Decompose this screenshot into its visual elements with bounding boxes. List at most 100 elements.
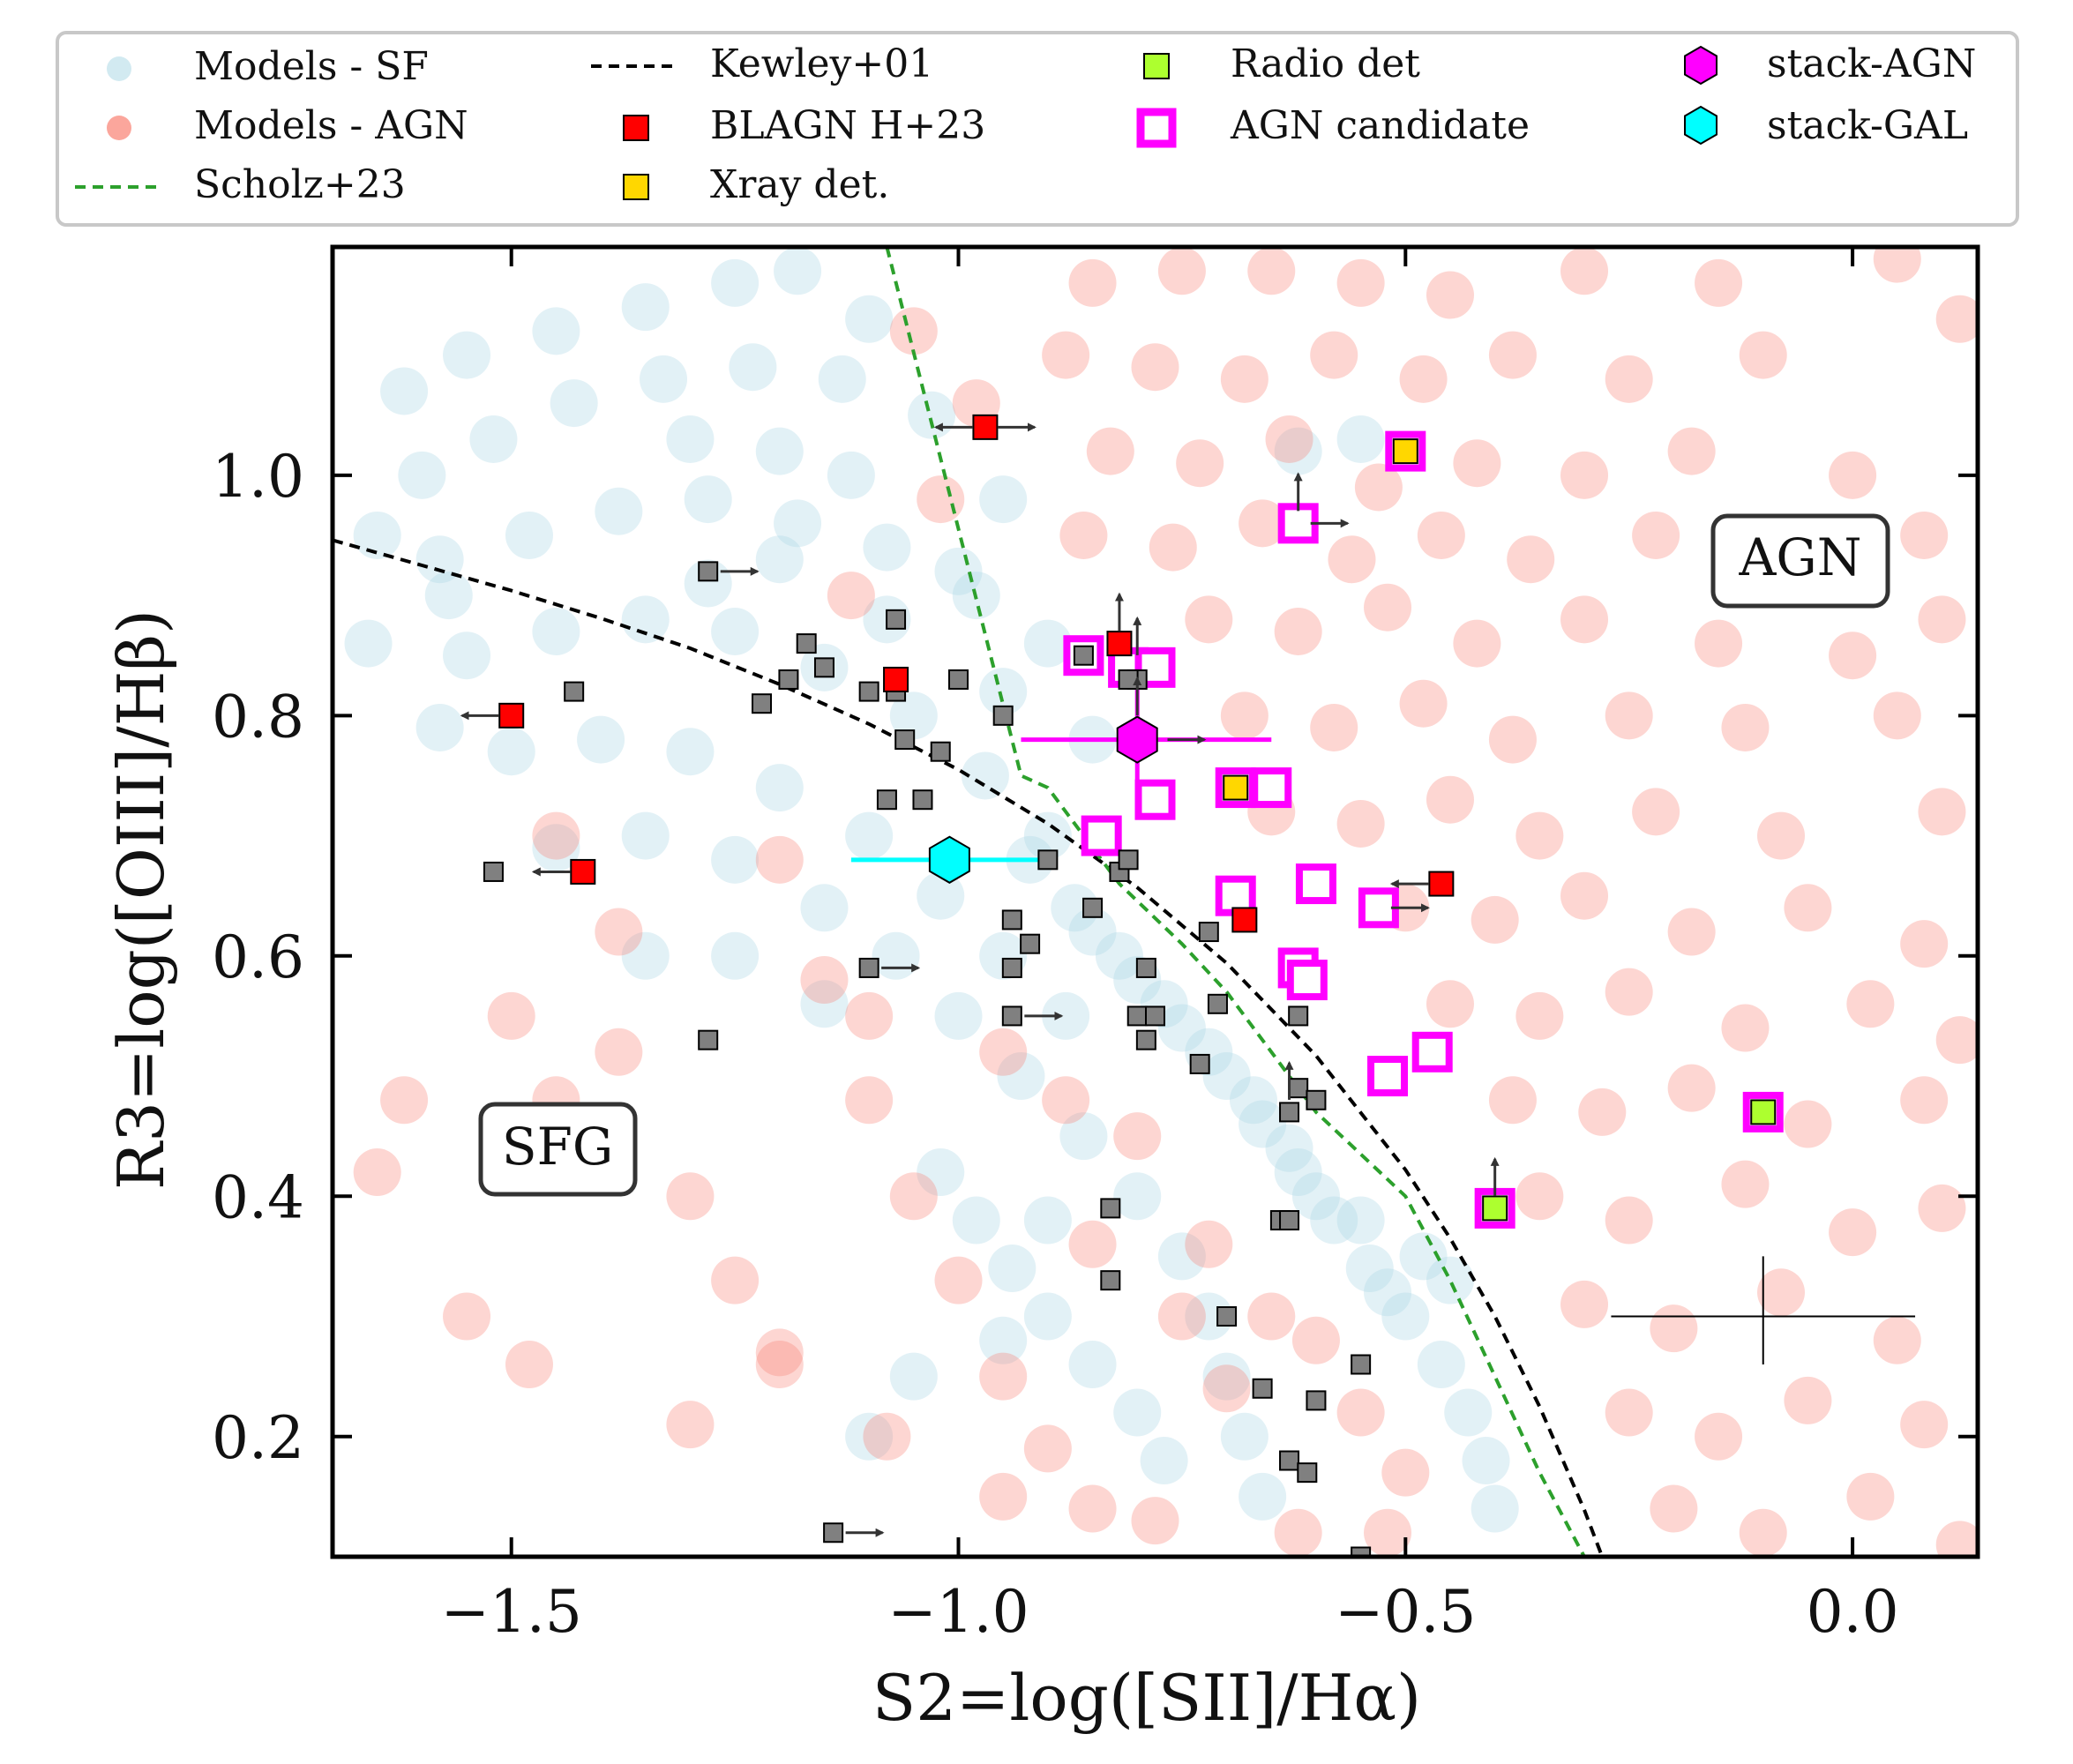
sf-model-point xyxy=(550,379,598,428)
sf-model-point xyxy=(917,1148,965,1197)
agn-model-point xyxy=(979,1352,1028,1401)
sf-model-point xyxy=(1023,619,1072,668)
agn-model-point xyxy=(1873,1316,1921,1364)
agn-model-point xyxy=(1488,715,1537,764)
agn-candidate-marker xyxy=(1277,503,1319,544)
agn-model-point xyxy=(1560,247,1609,295)
agn-model-point xyxy=(1739,331,1787,379)
agn-model-point xyxy=(1336,799,1385,848)
agn-model-point xyxy=(1515,811,1564,860)
legend-marker-models-agn xyxy=(107,116,131,140)
gray-sample-point xyxy=(1001,957,1022,978)
agn-model-point xyxy=(1632,511,1680,559)
region-labels: SFG AGN xyxy=(478,513,1890,1197)
agn-model-point xyxy=(353,1148,401,1197)
gray-sample-point xyxy=(483,861,504,882)
sf-model-point xyxy=(711,931,760,980)
agn-model-point xyxy=(845,991,894,1040)
sf-model-layer xyxy=(344,247,1519,1533)
agn-model-point xyxy=(1695,258,1743,307)
sf-model-point xyxy=(684,559,732,608)
sf-model-point xyxy=(1068,1341,1117,1389)
sf-model-point xyxy=(1444,1388,1493,1437)
sf-model-point xyxy=(774,247,822,295)
legend-marker-agn-candidate xyxy=(1136,108,1177,148)
sf-model-point xyxy=(398,451,446,499)
agn-model-point xyxy=(1721,1004,1770,1052)
agn-model-point xyxy=(1900,1076,1949,1125)
agn-model-point xyxy=(1784,1100,1832,1148)
sf-model-point xyxy=(755,535,804,584)
agn-model-point xyxy=(1354,463,1403,512)
sf-model-point xyxy=(621,931,670,980)
agn-model-point xyxy=(1757,811,1806,860)
agn-candidate-marker xyxy=(1286,960,1328,1001)
sf-model-point xyxy=(755,764,804,812)
agn-model-point xyxy=(1157,1292,1206,1341)
agn-model-point xyxy=(1560,871,1609,920)
sf-model-point xyxy=(845,1412,894,1461)
sf-model-point xyxy=(979,1316,1028,1364)
gray-sample-point xyxy=(1118,669,1139,690)
sf-model-point xyxy=(979,668,1028,716)
sf-model-point xyxy=(908,391,956,439)
agn-model-point xyxy=(1059,511,1108,559)
gray-sample-point xyxy=(796,633,817,654)
legend-label-kewley: Kewley+01 xyxy=(710,41,933,86)
sf-model-point xyxy=(1274,1148,1322,1197)
agn-model-point xyxy=(1650,1304,1698,1353)
radio-point xyxy=(1750,1099,1777,1125)
gray-sample-point xyxy=(894,729,916,751)
gray-sample-point xyxy=(1135,957,1156,978)
agn-model-point xyxy=(1488,1076,1537,1125)
sf-model-point xyxy=(621,283,670,332)
agn-model-point xyxy=(1560,1280,1609,1328)
gray-sample-point xyxy=(1351,1546,1372,1557)
agn-model-point xyxy=(1131,343,1179,392)
y-tick-label: 0.6 xyxy=(212,923,304,991)
blagn-point xyxy=(1231,907,1258,933)
sf-model-point xyxy=(952,1196,1000,1245)
demarcation-lines xyxy=(333,247,1605,1557)
agn-model-point xyxy=(1399,679,1448,728)
agn-model-point xyxy=(1336,258,1385,307)
agn-model-point xyxy=(711,1256,760,1304)
agn-candidate-marker xyxy=(1081,815,1122,856)
sf-model-point xyxy=(1399,1232,1448,1281)
sf-model-point xyxy=(1202,1352,1251,1401)
agn-model-point xyxy=(1185,595,1233,644)
gray-sample-point xyxy=(1288,1078,1309,1099)
scholz-line xyxy=(885,247,1586,1557)
agn-model-point xyxy=(1667,908,1716,956)
gray-sample-point xyxy=(1100,1270,1121,1291)
sf-model-point xyxy=(1417,1341,1465,1389)
sf-model-point xyxy=(1345,1245,1394,1293)
agn-model-point xyxy=(1042,331,1090,379)
gray-sample-point xyxy=(1279,1450,1300,1471)
agn-model-point xyxy=(1721,703,1770,751)
agn-model-point xyxy=(889,307,938,355)
sf-model-point xyxy=(1051,884,1099,932)
gray-sample-point xyxy=(1001,1005,1022,1027)
sf-model-point xyxy=(424,572,473,620)
y-axis-label: R3=log([OIII]/Hβ) xyxy=(104,609,178,1190)
agn-model-point xyxy=(1113,1112,1162,1161)
agn-model-point xyxy=(1220,355,1268,403)
agn-model-point xyxy=(380,1076,429,1125)
agn-model-point xyxy=(1328,535,1376,584)
sf-model-point xyxy=(380,367,429,415)
gray-sample-point xyxy=(992,705,1014,726)
sf-model-point xyxy=(684,475,732,524)
gray-sample-point xyxy=(1100,1198,1121,1219)
sf-model-point xyxy=(827,451,875,499)
agn-model-point xyxy=(505,1341,553,1389)
sf-model-point xyxy=(800,884,849,932)
agn-model-point xyxy=(1068,1484,1117,1533)
agn-model-point xyxy=(1873,691,1921,740)
sf-model-point xyxy=(1274,427,1322,475)
sf-model-point xyxy=(889,1352,938,1401)
sf-model-point xyxy=(1113,1388,1162,1437)
agn-model-point xyxy=(1149,523,1197,572)
agn-model-point xyxy=(863,1412,911,1461)
